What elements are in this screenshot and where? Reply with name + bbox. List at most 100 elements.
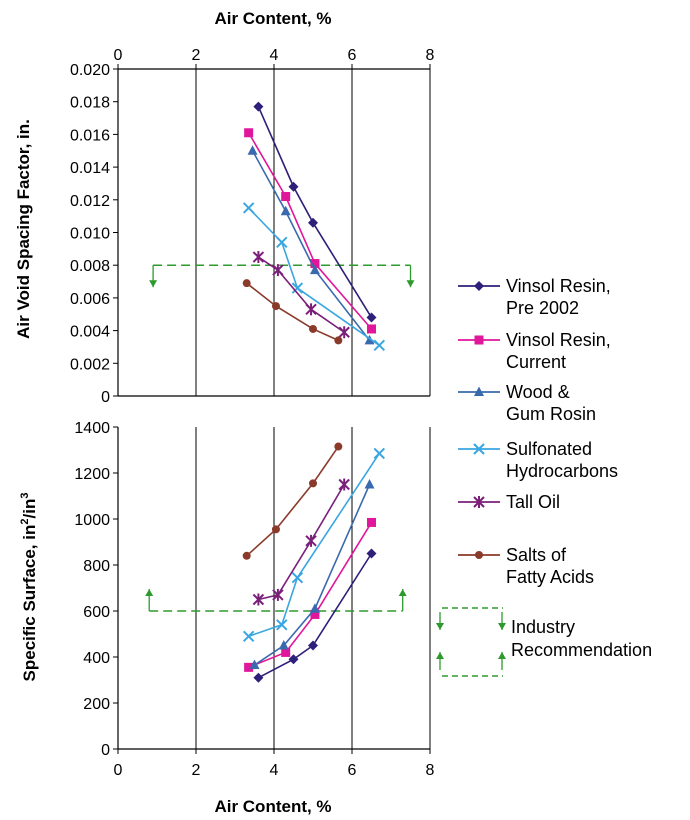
legend-item-sulfonated-hydrocarbons-marker	[473, 443, 485, 455]
bottom-point-vinsol-resin-current-2	[310, 609, 320, 619]
top-point-wood-gum-rosin-1	[280, 205, 291, 216]
bottom-x-tick-label-0: 0	[114, 762, 123, 779]
top-x-tick-label-1: 2	[192, 47, 201, 64]
bottom-y-tick-label-5: 1000	[74, 512, 110, 529]
bottom-point-tall-oil-0	[252, 593, 265, 606]
bottom-point-sulfonated-hydrocarbons-3-b	[373, 447, 386, 460]
bottom-point-wood-gum-rosin-3	[364, 479, 375, 489]
legend-item-salts-of-fatty-acids-label-2: Fatty Acids	[506, 567, 594, 587]
legend-item-industry-recommendation: Industry Recommendation	[436, 607, 652, 677]
top-y-tick-label-3: 0.006	[70, 291, 110, 308]
bottom-point-salts-of-fatty-acids-0	[242, 551, 251, 560]
bottom-x-tick-label-3: 6	[348, 762, 357, 779]
legend-item-salts-of-fatty-acids-label-1: Salts of	[506, 545, 567, 565]
legend-item-sulfonated-hydrocarbons-label-2: Hydrocarbons	[506, 461, 618, 481]
bottom-x-tick-label-2: 4	[270, 762, 279, 779]
bottom-y-tick-label-7: 1400	[74, 420, 110, 437]
legend-item-vinsol-resin-current-label-1: Vinsol Resin,	[506, 330, 611, 350]
legend-item-vinsol-resin-current-label-2: Current	[506, 352, 566, 372]
bottom-point-wood-gum-rosin-0	[249, 659, 260, 670]
top-point-vinsol-resin-current-3	[367, 324, 376, 334]
legend-rec-label-1: Industry	[511, 617, 575, 637]
bottom-recommendation-arrowhead-1	[398, 589, 407, 596]
bottom-point-vinsol-resin-pre-2002-1	[288, 654, 299, 665]
bottom-y-tick-label-6: 1200	[74, 466, 110, 483]
top-point-sulfonated-hydrocarbons-2-b	[291, 282, 304, 294]
legend-item-vinsol-resin-pre-2002-marker	[474, 281, 484, 291]
legend-rec-arrowhead-1	[498, 623, 506, 630]
bottom-y-axis-title-mid: /in	[20, 499, 39, 519]
legend-item-sulfonated-hydrocarbons-label-1: Sulfonated	[506, 439, 592, 459]
top-point-salts-of-fatty-acids-1	[271, 302, 280, 311]
bottom-point-sulfonated-hydrocarbons-2-b	[291, 571, 304, 584]
top-series-line-vinsol-resin-current	[247, 132, 373, 330]
bottom-point-vinsol-resin-pre-2002-3	[366, 548, 377, 559]
legend-item-wood-gum-rosin: Wood &Gum Rosin	[458, 382, 596, 424]
bottom-point-sulfonated-hydrocarbons-2	[291, 571, 304, 584]
bottom-y-tick-label-4: 800	[83, 558, 110, 575]
bottom-recommendation-arrowhead-0	[145, 589, 154, 596]
top-y-tick-label-1: 0.002	[70, 356, 110, 373]
legend-item-salts-of-fatty-acids-marker	[475, 551, 483, 559]
top-y-tick-label-2: 0.004	[70, 324, 110, 341]
top-point-wood-gum-rosin-2	[309, 264, 320, 275]
top-series-line-wood-gum-rosin	[251, 150, 371, 341]
top-point-sulfonated-hydrocarbons-3-b	[373, 339, 386, 352]
top-y-tick-label-10: 0.020	[70, 62, 110, 79]
bottom-y-tick-label-0: 0	[101, 742, 110, 759]
top-series-line-tall-oil	[257, 256, 345, 333]
bottom-point-vinsol-resin-current-0	[244, 662, 254, 672]
top-point-sulfonated-hydrocarbons-2	[291, 282, 304, 294]
legend-item-wood-gum-rosin-marker	[474, 386, 484, 396]
bottom-y-axis-title-sup2: 3	[19, 493, 31, 499]
top-point-tall-oil-1	[272, 264, 284, 277]
bottom-point-vinsol-resin-current-3	[367, 517, 376, 527]
bottom-point-vinsol-resin-current-1	[281, 647, 291, 657]
top-point-vinsol-resin-current-0	[244, 128, 254, 138]
bottom-point-salts-of-fatty-acids-1	[271, 525, 280, 534]
top-point-vinsol-resin-current-1	[281, 192, 291, 202]
legend-rec-arrowhead-2	[436, 652, 444, 659]
top-chart: 0 0.002 0.004 0.006 0.008 0.010 0.012 0.014 0.01…	[70, 47, 435, 406]
top-recommendation-arrowhead-1	[406, 280, 415, 288]
top-point-tall-oil-0	[252, 251, 265, 264]
top-recommendation-arrowhead-0	[149, 280, 158, 288]
bottom-point-sulfonated-hydrocarbons-3	[373, 447, 386, 460]
top-y-tick-label-0: 0	[101, 389, 110, 406]
bottom-y-tick-label-1: 200	[83, 696, 110, 713]
bottom-point-tall-oil-2	[305, 534, 317, 547]
top-series-line-salts-of-fatty-acids	[246, 282, 339, 342]
legend-rec-label-2: Recommendation	[511, 640, 652, 660]
top-point-sulfonated-hydrocarbons-1	[276, 236, 288, 249]
bottom-series-line-sulfonated-hydrocarbons	[248, 453, 380, 638]
top-y-axis-title: Air Void Spacing Factor, in.	[14, 119, 33, 339]
bottom-x-tick-label-1: 2	[192, 762, 201, 779]
top-point-vinsol-resin-pre-2002-3	[366, 312, 377, 323]
top-y-tick-label-7: 0.014	[70, 160, 110, 177]
top-point-salts-of-fatty-acids-3	[334, 336, 343, 345]
legend-item-vinsol-resin-current: Vinsol Resin,Current	[458, 330, 611, 372]
top-point-sulfonated-hydrocarbons-1-b	[276, 236, 288, 249]
legend: Vinsol Resin,Pre 2002 Vinsol Resin,Curren…	[436, 276, 652, 677]
legend-item-wood-gum-rosin-label-1: Wood &	[506, 382, 570, 402]
bottom-chart: 0 200 400 600 800 1000 1200 1400 0 2 4 6 8	[74, 420, 434, 779]
bottom-point-vinsol-resin-pre-2002-0	[253, 672, 264, 683]
bottom-point-sulfonated-hydrocarbons-0	[242, 630, 255, 643]
top-point-wood-gum-rosin-3	[364, 334, 375, 345]
bottom-point-tall-oil-3	[338, 478, 350, 491]
top-x-tick-label-3: 6	[348, 47, 357, 64]
bottom-point-sulfonated-hydrocarbons-0-b	[242, 630, 255, 643]
legend-item-vinsol-resin-current-marker	[474, 335, 484, 345]
top-point-tall-oil-2	[305, 303, 317, 316]
legend-item-vinsol-resin-pre-2002: Vinsol Resin,Pre 2002	[458, 276, 611, 318]
top-point-sulfonated-hydrocarbons-0	[242, 202, 255, 214]
top-x-tick-label-4: 8	[426, 47, 435, 64]
bottom-point-salts-of-fatty-acids-3	[334, 442, 343, 451]
top-point-sulfonated-hydrocarbons-0-b	[242, 202, 255, 214]
bottom-series-line-wood-gum-rosin	[254, 484, 371, 666]
legend-item-tall-oil-marker	[473, 496, 485, 508]
bottom-point-sulfonated-hydrocarbons-1	[276, 619, 288, 631]
legend-item-tall-oil: Tall Oil	[458, 492, 560, 512]
